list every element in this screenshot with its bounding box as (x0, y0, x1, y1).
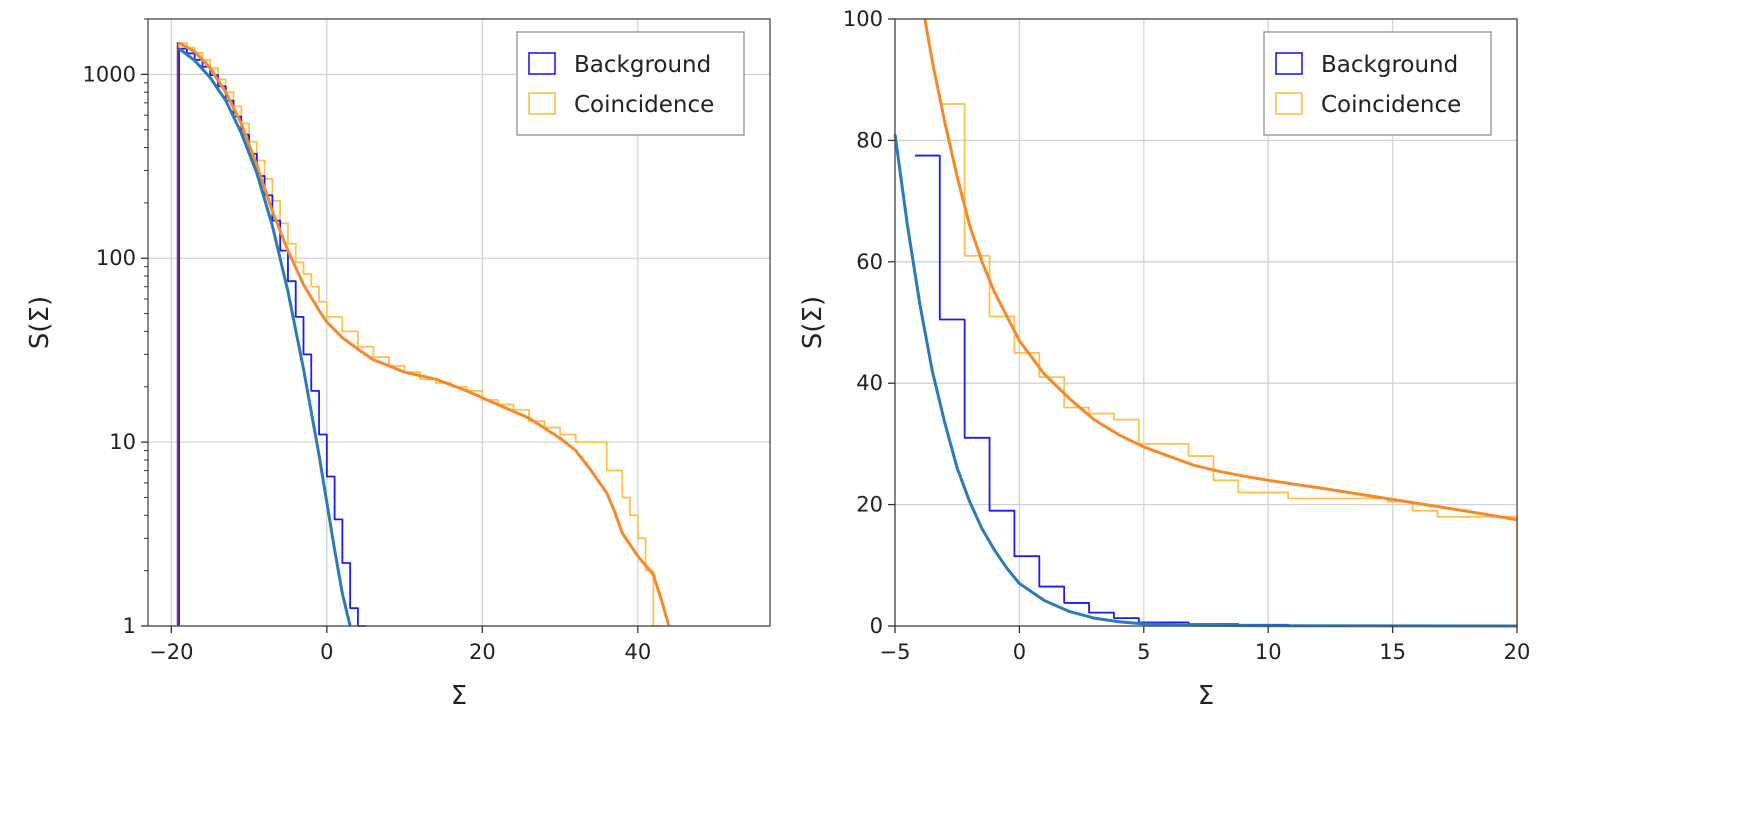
left-plot-curves (176, 41, 671, 627)
background-fit-curve (178, 47, 352, 627)
coincidence-histogram (939, 103, 1518, 626)
right-legend-swatch-coincidence (1275, 92, 1303, 115)
left-legend-label-background: Background (574, 52, 711, 78)
left-legend: Background Coincidence (516, 31, 745, 136)
right-legend-label-background: Background (1321, 52, 1458, 78)
x-tick-label: 40 (624, 640, 651, 664)
background-histogram (178, 47, 366, 627)
y-tick-label: 100 (843, 7, 883, 31)
y-tick-label: 0 (870, 614, 883, 638)
right-legend-label-coincidence: Coincidence (1321, 92, 1461, 118)
background-fit-curve (893, 134, 1518, 628)
left-y-axis-label: S(Σ) (25, 296, 55, 349)
x-tick-label: 20 (1504, 640, 1531, 664)
left-chart-panel: −20 0 20 40 1 10 100 1000 Σ S(Σ) Background Coi… (25, 18, 771, 711)
left-plot-frame (147, 18, 771, 627)
coincidence-fit-curve (178, 41, 671, 627)
left-legend-swatch-coincidence (528, 92, 556, 115)
left-ticks: −20 0 20 40 1 10 100 1000 (83, 18, 651, 664)
y-tick-label: 10 (109, 430, 136, 454)
left-legend-swatch-background (528, 52, 556, 75)
left-x-axis-label: Σ (451, 681, 467, 711)
x-tick-label: −20 (149, 640, 193, 664)
y-tick-label: 100 (96, 246, 136, 270)
right-plot-frame (894, 18, 1518, 627)
y-tick-label: 60 (856, 250, 883, 274)
y-tick-label: 40 (856, 371, 883, 395)
x-tick-label: 10 (1255, 640, 1282, 664)
x-tick-label: −5 (880, 640, 911, 664)
y-tick-label: 1 (123, 614, 136, 638)
x-tick-label: 20 (469, 640, 496, 664)
right-legend: Background Coincidence (1263, 31, 1492, 136)
x-tick-label: 0 (1013, 640, 1026, 664)
x-tick-label: 0 (320, 640, 333, 664)
right-legend-box (1263, 31, 1492, 136)
y-tick-label: 80 (856, 128, 883, 152)
y-tick-label: 1000 (83, 62, 136, 86)
coincidence-fit-curve (923, 18, 1518, 522)
left-legend-label-coincidence: Coincidence (574, 92, 714, 118)
right-legend-swatch-background (1275, 52, 1303, 75)
right-plot-curves (893, 18, 1518, 628)
left-legend-box (516, 31, 745, 136)
x-tick-label: 5 (1137, 640, 1150, 664)
coincidence-histogram (178, 42, 662, 627)
x-tick-label: 15 (1379, 640, 1406, 664)
right-x-axis-label: Σ (1198, 681, 1214, 711)
y-tick-label: 20 (856, 493, 883, 517)
background-histogram (914, 154, 1518, 627)
right-y-axis-label: S(Σ) (798, 296, 828, 349)
